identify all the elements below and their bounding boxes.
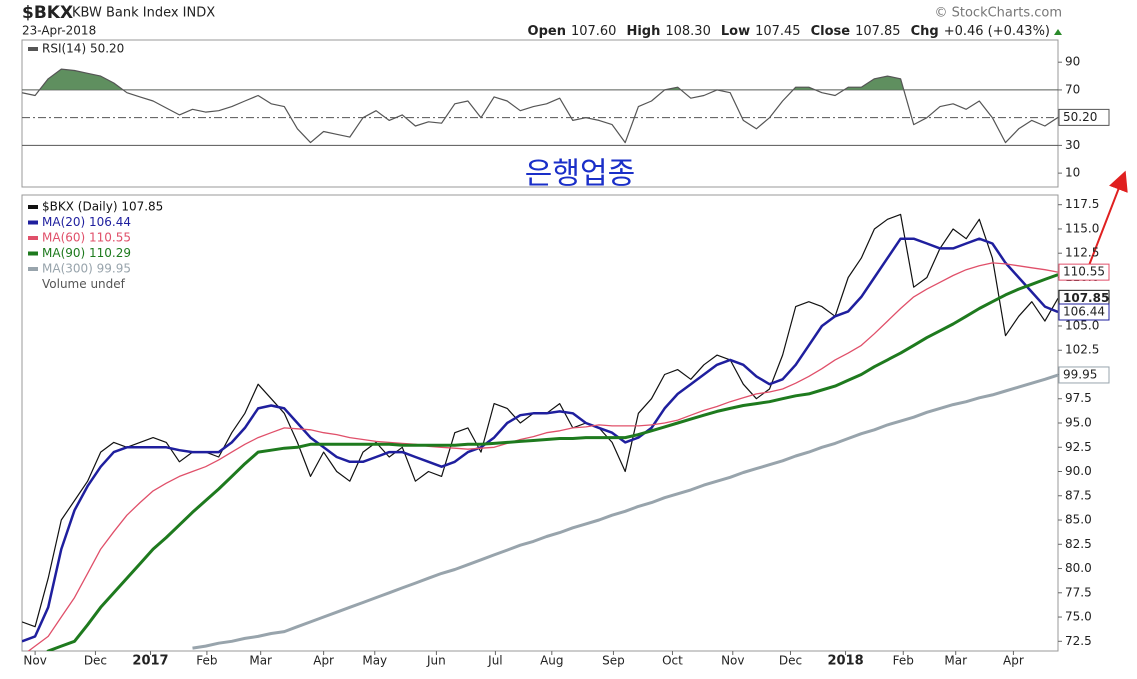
ohlc-value: 107.60 [571,24,617,39]
value-tag: 99.95 [1063,367,1097,381]
x-tick-label: Apr [1003,654,1024,668]
ohlc-label: Chg [911,24,939,39]
y-tick-label: 70 [1065,82,1080,96]
legend-label: MA(90) 110.29 [42,246,131,260]
series-line [46,273,1058,651]
legend-swatch [28,267,38,271]
series-line [27,262,1058,651]
y-tick-label: 95.0 [1065,416,1092,430]
x-tick-label: Nov [721,654,744,668]
up-arrow [1054,29,1062,35]
value-tag: 110.55 [1063,265,1105,279]
x-tick-label: Nov [23,654,46,668]
x-tick-label: Dec [779,654,802,668]
x-tick-label: Jul [487,654,502,668]
y-tick-label: 97.5 [1065,391,1092,405]
series-line [22,237,1058,643]
plot [22,213,1058,651]
x-tick-label: Dec [84,654,107,668]
value-tag: 50.20 [1063,110,1097,124]
value-tag: 106.44 [1063,305,1105,319]
y-tick-label: 87.5 [1065,488,1092,502]
x-tick-label: Mar [249,654,272,668]
y-tick-label: 72.5 [1065,634,1092,648]
ohlc-label: High [626,24,660,39]
ohlc: Open 107.60 High 108.30 Low 107.45 Close 107.85… [528,24,1050,39]
index-name: KBW Bank Index INDX [72,6,215,21]
y-tick-label: 117.5 [1065,197,1099,211]
x-tick-label: Feb [893,654,914,668]
date: 23-Apr-2018 [22,24,96,38]
x-tick-label: 2018 [827,654,863,669]
y-tick-label: 85.0 [1065,513,1092,527]
legend-label: RSI(14) 50.20 [42,42,124,56]
series-line [192,373,1058,650]
value-tag-box [1058,108,1110,126]
ohlc-value: 107.85 [855,24,901,39]
ohlc-value: +0.46 (+0.43%) [944,24,1050,39]
legend-swatch [28,47,38,51]
plot [22,68,1058,146]
legend-swatch [28,251,38,256]
y-tick-label: 75.0 [1065,610,1092,624]
y-tick-label: 90.0 [1065,464,1092,478]
x-tick-label: Jun [426,654,446,668]
value-tag-box [1058,303,1110,321]
y-tick-label: 90 [1065,55,1080,69]
x-tick-label: Sep [602,654,625,668]
legend-label: MA(300) 99.95 [42,262,131,276]
annotation: 은행업종 [525,157,635,192]
y-tick-label: 80.0 [1065,561,1092,575]
annotation-arrow [1087,170,1128,269]
y-tick-label: 82.5 [1065,537,1092,551]
legend-label: MA(60) 110.55 [42,231,131,245]
y-tick-label: 77.5 [1065,585,1092,599]
value-tag: 107.85 [1063,291,1109,305]
ohlc-value: 107.45 [755,24,801,39]
x-tick-label: Apr [313,654,334,668]
legend-swatch [28,205,38,209]
value-tag-box [1058,263,1110,281]
value-tag-box [1058,366,1110,384]
x-tick-label: Oct [662,654,683,668]
legend-label: $BKX (Daily) 107.85 [42,200,163,214]
ohlc-label: Close [811,24,851,39]
x-tick-label: Aug [540,654,563,668]
ohlc-label: Open [528,24,566,39]
x-tick-label: 2017 [132,654,168,669]
x-tick-label: May [362,654,387,668]
source: © StockCharts.com [934,6,1062,21]
symbol: $BKX [22,3,73,23]
legend-label: Volume undef [42,277,126,291]
ohlc-value: 108.30 [665,24,711,39]
x-tick-label: Mar [944,654,967,668]
x-tick-label: Feb [196,654,217,668]
y-tick-label: 112.5 [1065,246,1099,260]
y-tick-label: 115.0 [1065,221,1099,235]
legend-swatch [28,236,38,240]
y-tick-label: 30 [1065,138,1080,152]
rsi-panel [21,39,1059,188]
legend-swatch [28,220,38,225]
y-tick-label: 10 [1065,166,1080,180]
series-line [22,68,1058,144]
y-tick-label: 105.0 [1065,318,1099,332]
y-tick-label: 102.5 [1065,343,1099,357]
legend-label: MA(20) 106.44 [42,215,131,229]
y-tick-label: 92.5 [1065,440,1092,454]
ohlc-label: Low [721,24,750,39]
